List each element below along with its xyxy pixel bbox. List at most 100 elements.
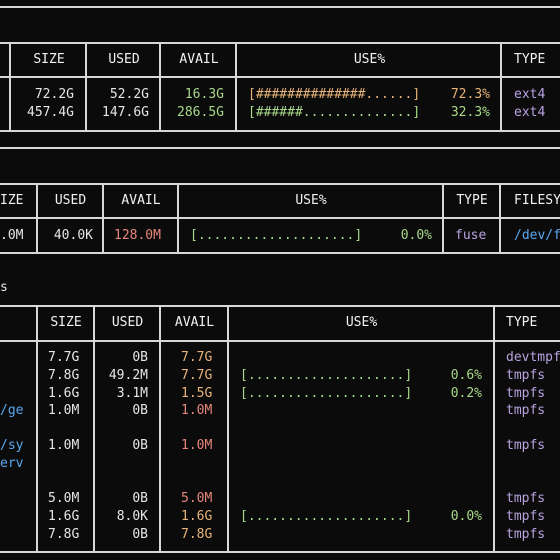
used-cell: 0B: [132, 438, 148, 453]
table2-header-type[interactable]: TYPE: [456, 193, 488, 208]
table3-header-size[interactable]: SIZE: [50, 315, 82, 330]
use-percent-cell: 72.3%: [450, 87, 490, 102]
use-percent-cell: 0.2%: [450, 386, 482, 401]
used-cell: 0B: [132, 403, 148, 418]
table1-col-divider: [85, 42, 87, 132]
used-cell: 49.2M: [108, 368, 148, 383]
size-cell: 5.0M: [48, 491, 80, 506]
type-cell: tmpfs: [506, 386, 546, 401]
usage-bar: [######..............]: [248, 105, 421, 120]
type-cell: fuse: [455, 228, 487, 243]
avail-cell: 1.6G: [181, 509, 213, 524]
mount-cell[interactable]: erv: [0, 456, 24, 471]
table3-header-bottom-border: [0, 340, 560, 342]
table3-col-divider: [159, 305, 161, 553]
table1-header-used[interactable]: USED: [108, 52, 140, 67]
table1-header-size[interactable]: SIZE: [33, 52, 65, 67]
table3-header-used[interactable]: USED: [111, 315, 144, 330]
use-percent-cell: 32.3%: [450, 105, 490, 120]
type-cell: tmpfs: [506, 491, 546, 506]
table1-col-divider: [500, 42, 502, 132]
avail-cell: 16.3G: [184, 87, 224, 102]
size-cell: 72.2G: [34, 87, 74, 102]
avail-cell: 7.7G: [181, 350, 213, 365]
table3-col-divider: [93, 305, 95, 553]
type-cell: tmpfs: [506, 527, 546, 542]
table1-col-divider: [9, 42, 11, 132]
mount-cell[interactable]: /ge: [0, 403, 24, 418]
size-cell: 457.4G: [27, 105, 74, 120]
table1-header-use-percent[interactable]: USE%: [353, 52, 386, 67]
usage-bar: [....................]: [190, 228, 363, 243]
avail-cell: 128.0M: [114, 228, 161, 243]
usage-bar: [##############......]: [248, 87, 421, 102]
used-cell: 40.0K: [53, 228, 93, 243]
table2-header-size[interactable]: IZE: [0, 193, 24, 208]
size-cell: .0M: [0, 228, 24, 243]
type-cell: devtmpf: [506, 350, 560, 365]
used-cell: 0B: [132, 350, 148, 365]
used-cell: 3.1M: [116, 386, 148, 401]
used-cell: 8.0K: [116, 509, 148, 524]
type-cell: ext4: [514, 87, 546, 102]
type-cell: tmpfs: [506, 403, 546, 418]
type-cell: ext4: [514, 105, 546, 120]
usage-bar: [....................]: [240, 386, 413, 401]
use-percent-cell: 0.0%: [450, 509, 482, 524]
avail-cell: 7.7G: [181, 368, 213, 383]
usage-bar: [....................]: [240, 509, 413, 524]
filesystem-cell: /dev/f: [514, 228, 560, 243]
used-cell: 147.6G: [102, 105, 149, 120]
used-cell: 52.2G: [109, 87, 149, 102]
table2-header-avail[interactable]: AVAIL: [121, 193, 161, 208]
table2-header-used[interactable]: USED: [54, 193, 87, 208]
table3-col-divider: [36, 305, 38, 553]
avail-cell: 1.5G: [181, 386, 213, 401]
table3-bottom-border: [0, 551, 560, 553]
avail-cell: 1.0M: [181, 438, 213, 453]
table2-col-divider: [177, 183, 179, 254]
table2-header-filesystem[interactable]: FILESY: [514, 193, 560, 208]
table1-header-top-border: [0, 42, 560, 44]
table1-header-avail[interactable]: AVAIL: [179, 52, 219, 67]
table2-col-divider: [36, 183, 38, 254]
size-cell: 7.8G: [48, 368, 80, 383]
table1-col-divider: [159, 42, 161, 132]
type-cell: tmpfs: [506, 438, 546, 453]
size-cell: 1.6G: [48, 509, 80, 524]
size-cell: 7.8G: [48, 527, 80, 542]
table3-col-divider: [493, 305, 495, 553]
avail-cell: 286.5G: [177, 105, 224, 120]
usage-bar: [....................]: [240, 368, 413, 383]
table3-header-type[interactable]: TYPE: [506, 315, 538, 330]
table3-title: s: [0, 280, 8, 295]
table2-top-border: [0, 147, 560, 149]
table1-bottom-border: [0, 130, 560, 132]
used-cell: 0B: [132, 491, 148, 506]
avail-cell: 7.8G: [181, 527, 213, 542]
table1-top-border: [0, 6, 560, 8]
table2-header-top-border: [0, 183, 560, 185]
used-cell: 0B: [132, 527, 148, 542]
table3-header-use-percent[interactable]: USE%: [345, 315, 378, 330]
table2-col-divider: [499, 183, 501, 254]
avail-cell: 1.0M: [181, 403, 213, 418]
size-cell: 1.0M: [48, 438, 80, 453]
use-percent-cell: 0.0%: [400, 228, 432, 243]
table2-col-divider: [442, 183, 444, 254]
table1-col-divider: [235, 42, 237, 132]
table1-header-type[interactable]: TYPE: [514, 52, 546, 67]
table2-header-use-percent[interactable]: USE%: [295, 193, 327, 208]
table3-header-avail[interactable]: AVAIL: [174, 315, 215, 330]
size-cell: 7.7G: [48, 350, 80, 365]
type-cell: tmpfs: [506, 368, 546, 383]
table2-bottom-border: [0, 252, 560, 254]
table3-col-divider: [227, 305, 229, 553]
type-cell: tmpfs: [506, 509, 546, 524]
size-cell: 1.0M: [48, 403, 80, 418]
avail-cell: 5.0M: [181, 491, 213, 506]
mount-cell[interactable]: /sy: [0, 438, 24, 453]
table3-header-top-border: [0, 305, 560, 307]
size-cell: 1.6G: [48, 386, 80, 401]
table2-col-divider: [102, 183, 104, 254]
